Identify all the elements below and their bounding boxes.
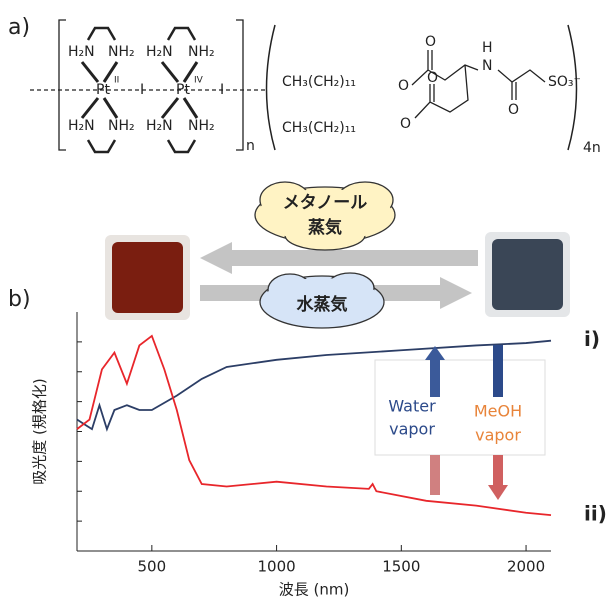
atom: O bbox=[400, 116, 411, 132]
legend-text: vapor bbox=[389, 420, 435, 439]
oxidation-state: II bbox=[114, 76, 119, 86]
y-axis-label: 吸光度 (規格化) bbox=[31, 378, 49, 484]
series-label: i) bbox=[584, 327, 600, 351]
oxidation-state: IV bbox=[194, 76, 204, 86]
chain: CH₃(CH₂)₁₁ bbox=[282, 74, 356, 90]
group: SO₃⁻ bbox=[548, 74, 581, 90]
cloud-text: メタノール bbox=[283, 193, 368, 213]
atom: H₂N bbox=[146, 44, 173, 60]
atom: H bbox=[482, 40, 493, 56]
arrow bbox=[430, 455, 440, 495]
atom: Pt bbox=[176, 82, 190, 98]
chain: CH₃(CH₂)₁₁ bbox=[282, 120, 356, 136]
legend-text: MeOH bbox=[474, 402, 522, 421]
atom: NH₂ bbox=[188, 118, 215, 134]
x-axis-label: 波長 (nm) bbox=[279, 581, 350, 599]
atom: O bbox=[508, 102, 519, 118]
subscript: 4n bbox=[583, 140, 601, 156]
atom: NH₂ bbox=[108, 118, 135, 134]
cloud-text: 水蒸気 bbox=[297, 294, 348, 315]
atom: Pt bbox=[96, 82, 110, 98]
atom: H₂N bbox=[68, 118, 95, 134]
arrow bbox=[430, 355, 440, 397]
subscript: n bbox=[246, 138, 255, 154]
atom: I bbox=[220, 82, 224, 98]
film-photo bbox=[492, 239, 563, 310]
atom: O bbox=[425, 34, 436, 50]
legend-text: vapor bbox=[475, 426, 521, 445]
structure-labels: H₂N NH₂ H₂N NH₂ Pt II I Pt IV I H₂N NH₂ … bbox=[68, 34, 601, 156]
arrow bbox=[488, 485, 508, 500]
panel-label: b) bbox=[8, 287, 31, 312]
x-tick-label: 1500 bbox=[382, 558, 420, 576]
atom: N bbox=[482, 58, 492, 74]
bond bbox=[415, 65, 468, 118]
figure: a) b) H₂N NH₂ H₂N NH₂ Pt II I Pt IV I H₂… bbox=[0, 0, 611, 601]
atom: I bbox=[140, 82, 144, 98]
legend-text: Water bbox=[388, 397, 436, 416]
panel-label: a) bbox=[8, 15, 30, 40]
atom: NH₂ bbox=[108, 44, 135, 60]
arrow bbox=[493, 455, 503, 487]
atom: O bbox=[427, 70, 438, 86]
x-tick-label: 500 bbox=[138, 558, 167, 576]
cloud-text: 蒸気 bbox=[308, 217, 342, 238]
x-tick-label: 1000 bbox=[257, 558, 295, 576]
atom: H₂N bbox=[146, 118, 173, 134]
x-tick-label: 2000 bbox=[507, 558, 545, 576]
series-label: ii) bbox=[584, 502, 607, 526]
atom: NH₂ bbox=[188, 44, 215, 60]
film-photo bbox=[112, 242, 183, 313]
atom: O bbox=[398, 78, 409, 94]
arrow bbox=[493, 345, 503, 397]
atom: H₂N bbox=[68, 44, 95, 60]
